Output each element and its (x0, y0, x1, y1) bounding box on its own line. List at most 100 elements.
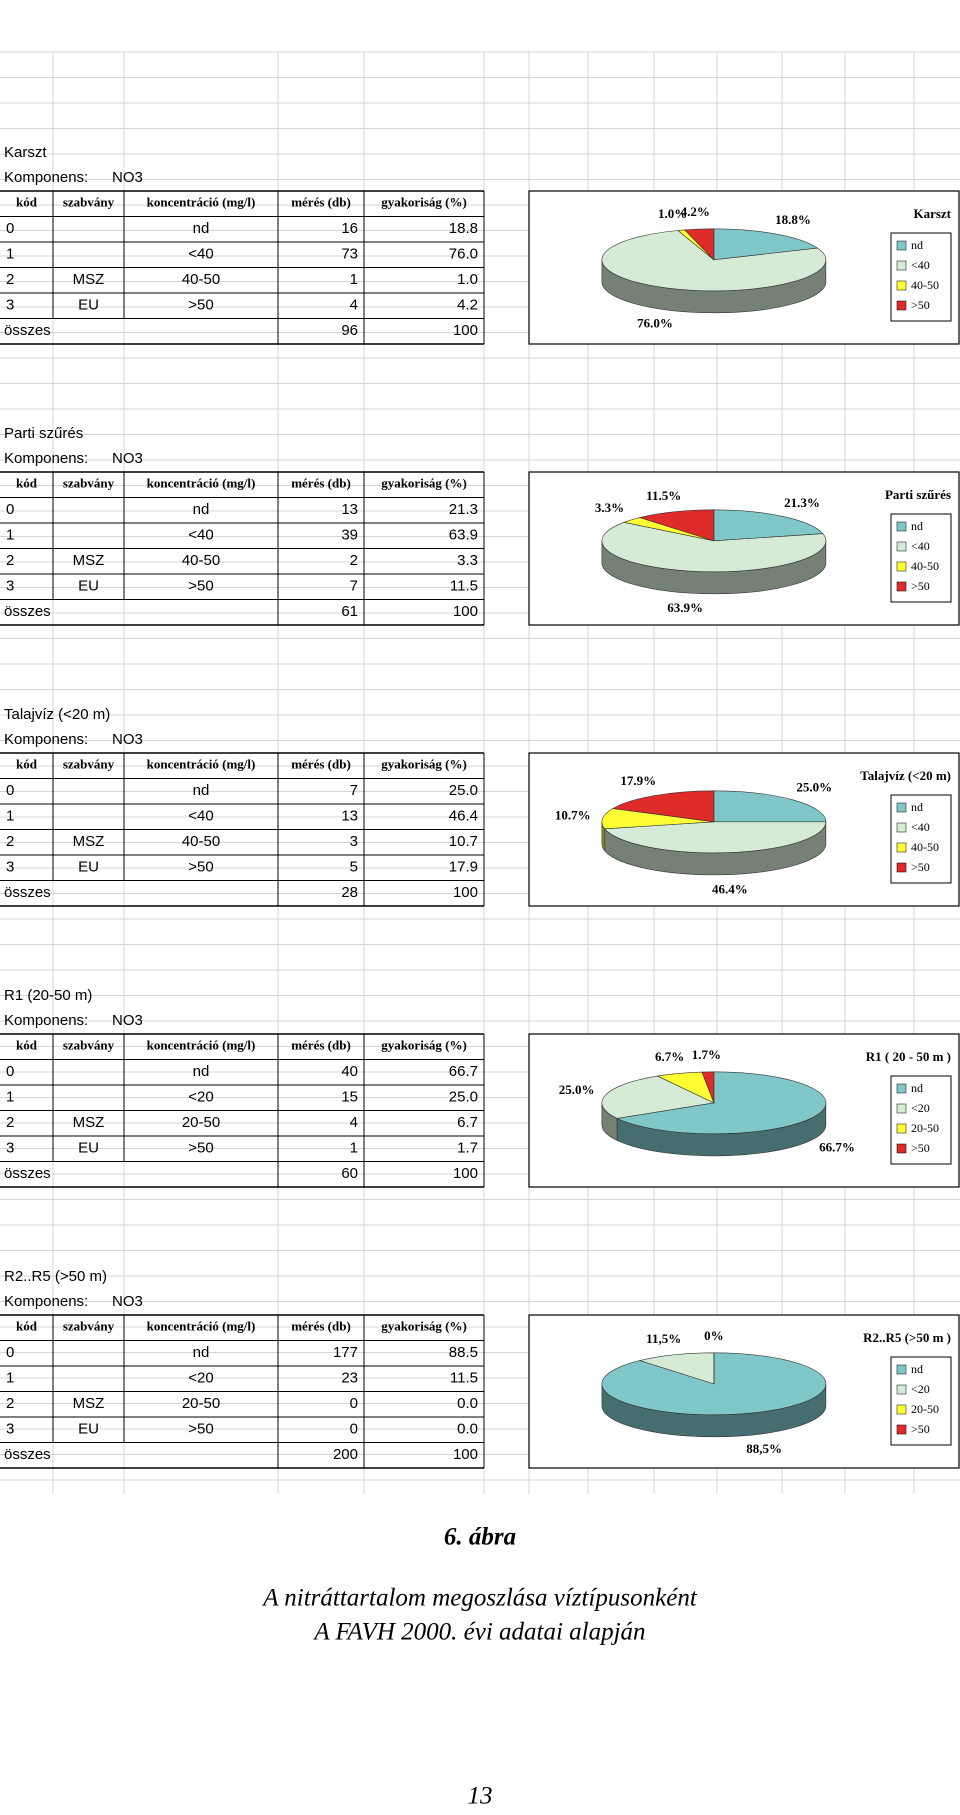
legend-swatch (896, 1143, 907, 1154)
table-cell: 3.3 (457, 552, 478, 569)
table-header-cell: koncentráció (mg/l) (147, 757, 256, 772)
legend-label: nd (911, 1362, 923, 1376)
table-header-cell: mérés (db) (291, 757, 351, 772)
section-title: Karszt (4, 144, 47, 161)
legend-label: >50 (911, 579, 930, 593)
table-header-cell: koncentráció (mg/l) (147, 195, 256, 210)
component-label: Komponens: (4, 450, 88, 467)
legend-swatch (896, 1424, 907, 1435)
table-cell: 7 (350, 578, 358, 595)
table-cell: nd (193, 1063, 210, 1080)
table-cell: 1.7 (457, 1140, 478, 1157)
legend-swatch (896, 1123, 907, 1134)
pie-value-label: 1.7% (692, 1047, 721, 1062)
table-header-cell: szabvány (63, 1038, 115, 1053)
section-title: Talajvíz (<20 m) (4, 706, 110, 723)
figure-label: 6. ábra (444, 1524, 516, 1551)
pie-value-label: 11.5% (646, 488, 681, 503)
legend-label: nd (911, 1081, 923, 1095)
legend-label: nd (911, 519, 923, 533)
pie-value-label: 11,5% (646, 1331, 681, 1346)
table-header-cell: kód (16, 476, 38, 491)
legend-label: >50 (911, 1422, 930, 1436)
legend-swatch (896, 561, 907, 572)
legend-swatch (896, 1404, 907, 1415)
table-cell: 39 (341, 527, 358, 544)
legend-swatch (896, 581, 907, 592)
table-cell: 3 (6, 1421, 14, 1438)
table-header-cell: koncentráció (mg/l) (147, 476, 256, 491)
table-cell: 0 (6, 1344, 14, 1361)
pie-slice (713, 790, 827, 823)
table-cell: 4 (350, 297, 358, 314)
table-cell: 4 (350, 1114, 358, 1131)
legend-swatch (896, 541, 907, 552)
legend-label: >50 (911, 298, 930, 312)
table-cell: EU (78, 1140, 99, 1157)
component: NO3 (112, 169, 143, 186)
table-header-cell: koncentráció (mg/l) (147, 1038, 256, 1053)
table-cell: nd (193, 782, 210, 799)
pie-slice (604, 821, 827, 854)
table-header-cell: gyakoriság (%) (381, 476, 467, 491)
table-cell: 60 (341, 1165, 358, 1182)
pie-value-label: 66.7% (819, 1139, 855, 1154)
table-cell: <40 (188, 527, 213, 544)
table-header-cell: mérés (db) (291, 1319, 351, 1334)
component: NO3 (112, 1012, 143, 1029)
table-cell: 11.5 (450, 1370, 478, 1387)
table-cell: 18.8 (449, 220, 478, 237)
legend-label: 20-50 (911, 1121, 939, 1135)
table-cell: 0.0 (457, 1421, 478, 1438)
component-label: Komponens: (4, 1012, 88, 1029)
table-cell: 20-50 (182, 1114, 220, 1131)
table-cell: összes (4, 1165, 51, 1182)
table-cell: EU (78, 297, 99, 314)
legend-swatch (896, 1364, 907, 1375)
chart-title: Talajvíz (<20 m) (860, 768, 951, 783)
table-cell: 16 (341, 220, 358, 237)
table-cell: összes (4, 884, 51, 901)
legend-swatch (896, 521, 907, 532)
table-cell: MSZ (73, 271, 105, 288)
table-cell: 0 (6, 1063, 14, 1080)
table-cell: 40-50 (182, 833, 220, 850)
component-label: Komponens: (4, 731, 88, 748)
table-cell: 0.0 (457, 1395, 478, 1412)
pie-value-label: 4.2% (681, 204, 710, 219)
table-header-cell: szabvány (63, 1319, 115, 1334)
table-cell: 88.5 (449, 1344, 478, 1361)
pie-slice (638, 1352, 715, 1385)
pie-value-label: 63.9% (667, 600, 703, 615)
table-cell: 0 (350, 1395, 358, 1412)
table-cell: <20 (188, 1370, 213, 1387)
pie-slice (701, 1071, 715, 1103)
table-cell: 3 (6, 297, 14, 314)
table-cell: 7 (350, 782, 358, 799)
table-cell: 40-50 (182, 552, 220, 569)
legend-swatch (896, 300, 907, 311)
table-cell: 5 (350, 859, 358, 876)
table-cell: <40 (188, 246, 213, 263)
pie-value-label: 21.3% (784, 495, 820, 510)
table-cell: >50 (188, 297, 213, 314)
table-cell: 2 (6, 1114, 14, 1131)
pie-value-label: 0% (704, 1328, 724, 1343)
table-cell: 15 (341, 1089, 358, 1106)
table-cell: 13 (341, 501, 358, 518)
table-cell: 100 (453, 603, 478, 620)
legend-label: <40 (911, 820, 930, 834)
table-cell: 10.7 (449, 833, 478, 850)
table-cell: EU (78, 578, 99, 595)
table-cell: 23 (341, 1370, 358, 1387)
table-cell: nd (193, 1344, 210, 1361)
table-cell: 17.9 (449, 859, 478, 876)
pie-value-label: 6.7% (655, 1049, 684, 1064)
legend-label: 40-50 (911, 278, 939, 292)
chart-title: Karszt (913, 206, 951, 221)
table-cell: 40-50 (182, 271, 220, 288)
chart-title: R1 ( 20 - 50 m ) (866, 1049, 951, 1064)
legend-label: nd (911, 238, 923, 252)
table-cell: 1 (6, 808, 14, 825)
pie-slice (601, 230, 827, 292)
